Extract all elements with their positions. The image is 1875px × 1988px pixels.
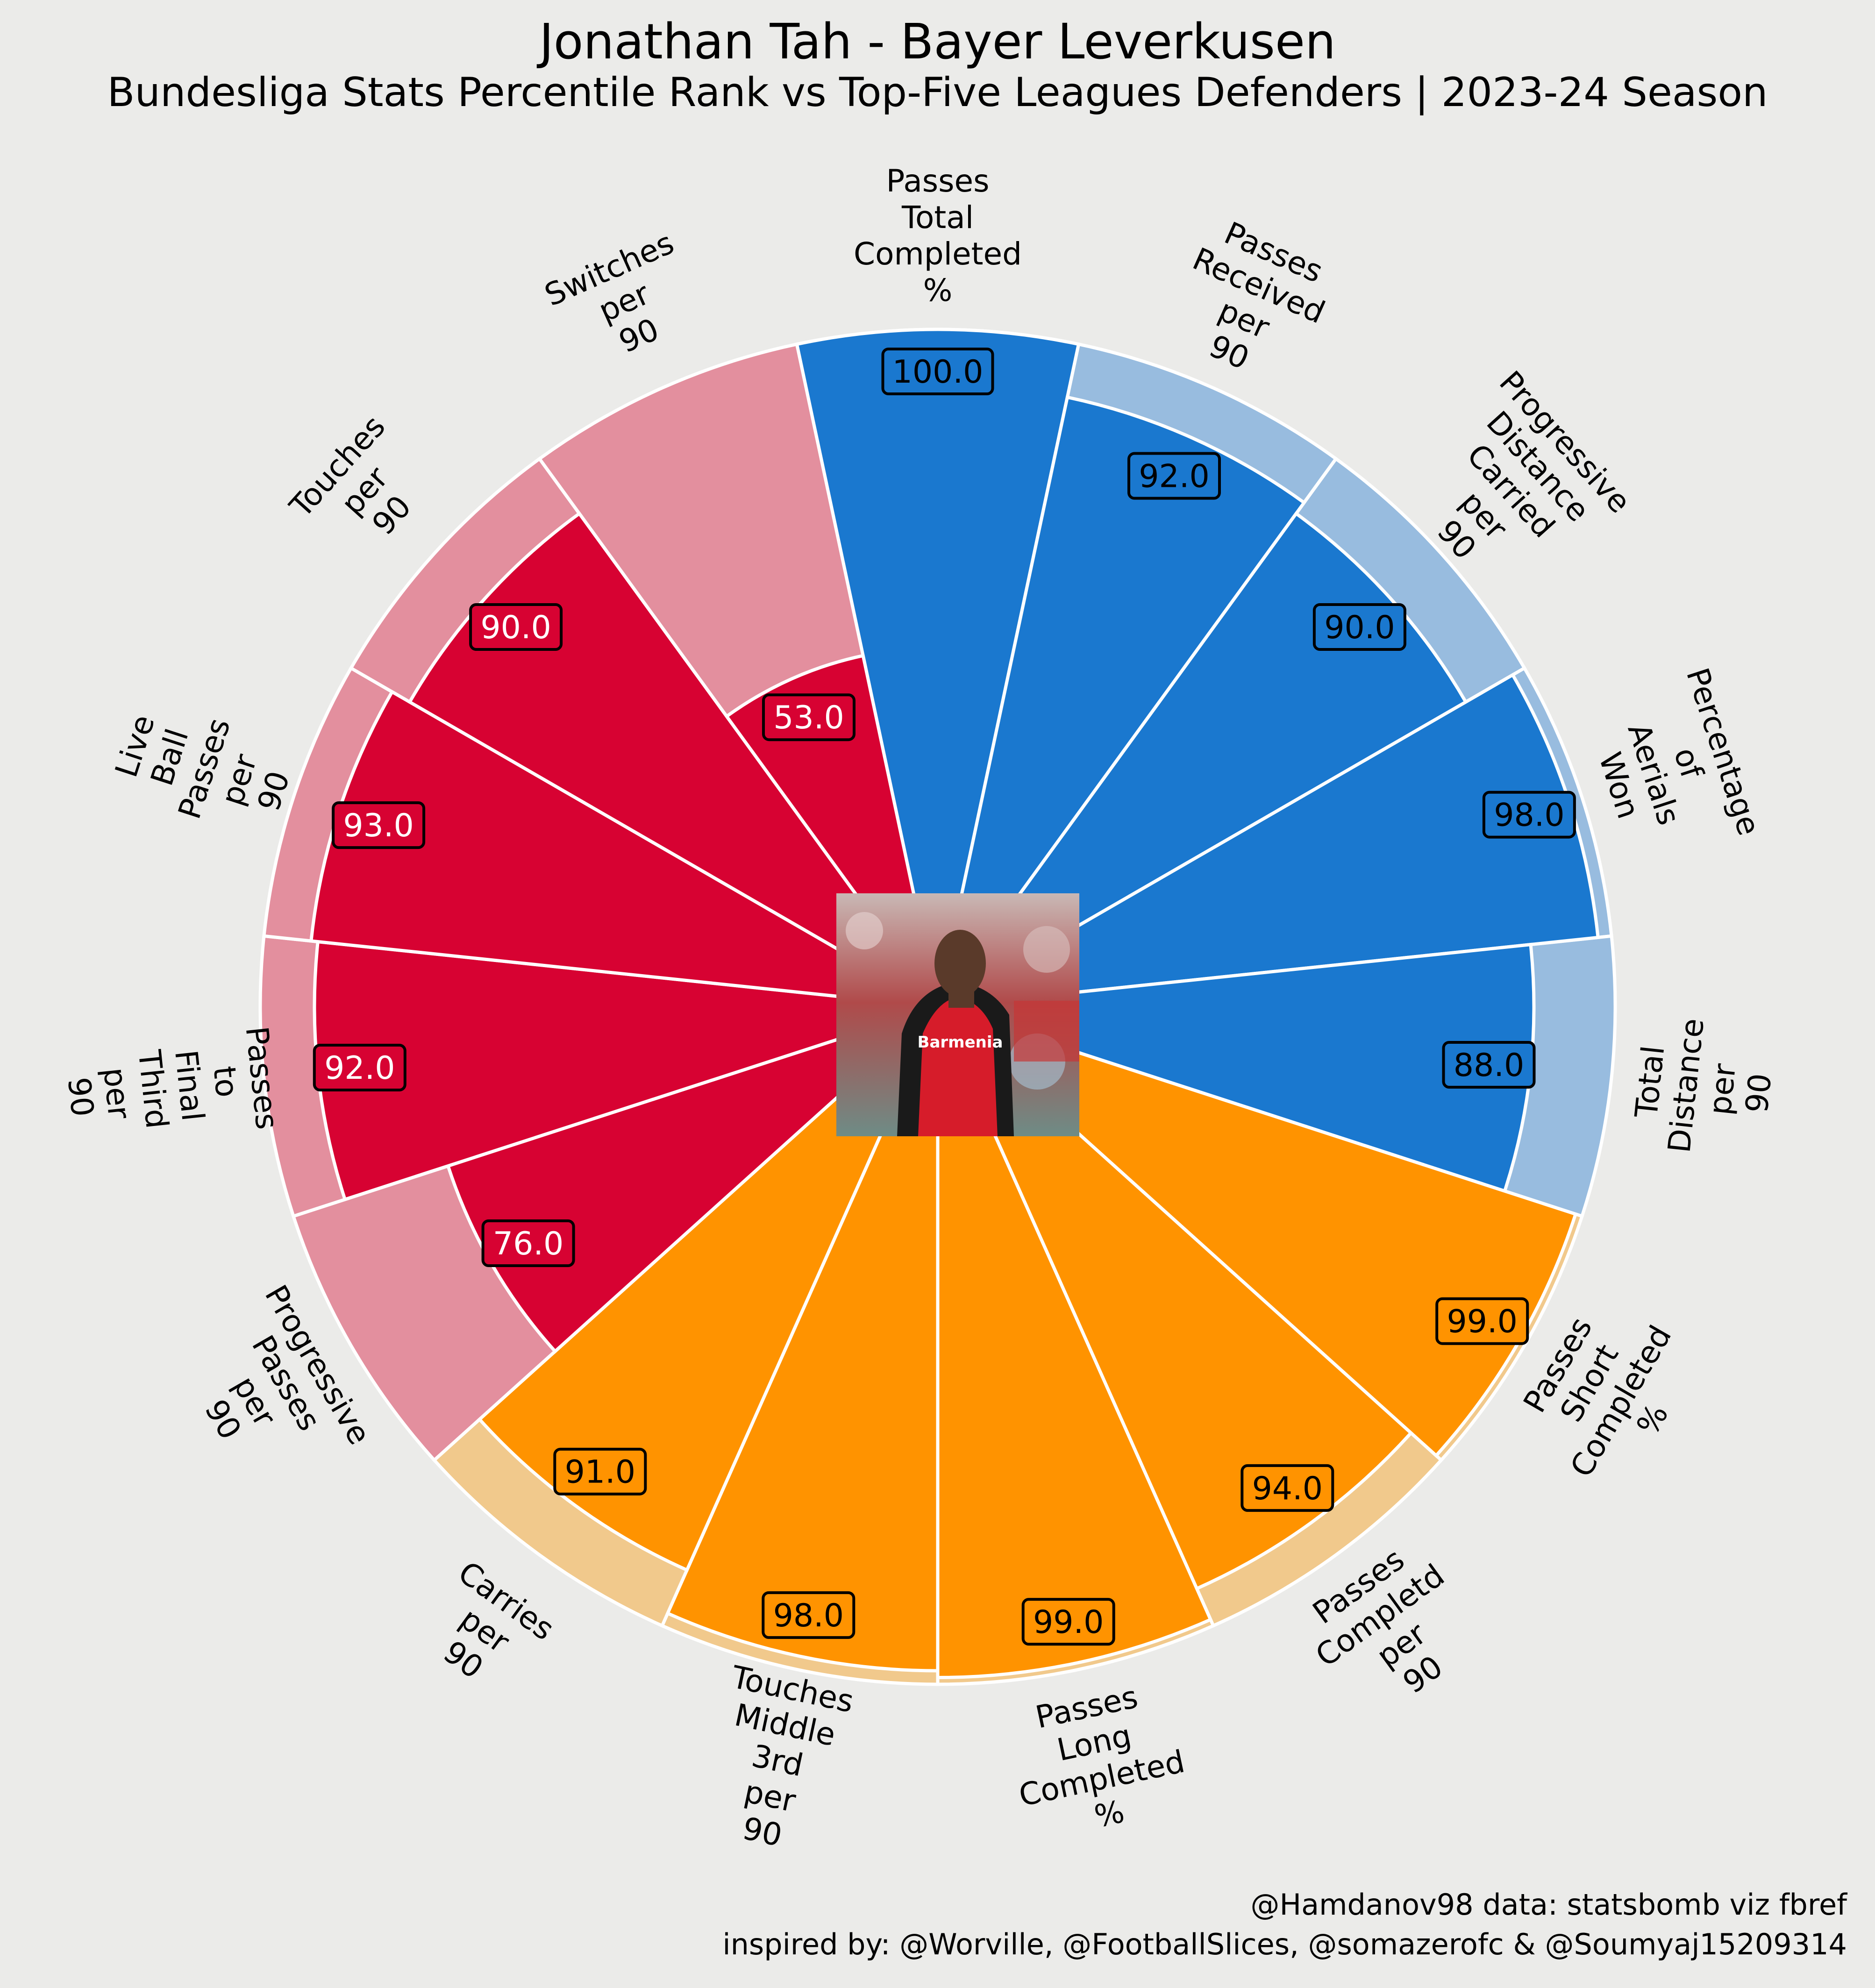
category-label-3: PercentageofAerialsWon — [1575, 663, 1767, 873]
svg-text:88.0: 88.0 — [1454, 1047, 1524, 1084]
slice-value-8 — [665, 1006, 940, 1673]
slice-value-6 — [936, 1005, 1413, 1591]
chart-title: Jonathan Tah - Bayer Leverkusen — [539, 13, 1336, 70]
category-label-1: PassesReceivedper90 — [1158, 207, 1345, 397]
category-label-11: PassestoFinalThirdper90 — [57, 1025, 285, 1150]
svg-text:91.0: 91.0 — [565, 1454, 635, 1491]
svg-text:90.0: 90.0 — [480, 609, 551, 646]
value-label-2: 90.0 — [1312, 603, 1406, 651]
value-labels: 100.0 92.0 90.0 98.0 88.0 99.0 94.0 99.0 98.0 91.… — [313, 348, 1576, 1646]
value-label-11: 92.0 — [313, 1044, 406, 1091]
category-label-9: Carriesper90 — [409, 1554, 561, 1706]
value-label-7: 99.0 — [1021, 1598, 1115, 1646]
slice-value-9 — [477, 1005, 940, 1573]
svg-text:99.0: 99.0 — [1033, 1604, 1104, 1641]
category-label-0: Passes Total Completed% — [854, 163, 1022, 308]
value-label-3: 98.0 — [1482, 791, 1576, 839]
slice-value-7 — [936, 1006, 1213, 1680]
category-label-4: TotalDistanceper90 — [1625, 1013, 1783, 1162]
svg-text:100.0: 100.0 — [892, 354, 984, 391]
category-label-13: Touchesper90 — [283, 408, 447, 573]
value-label-13: 90.0 — [469, 603, 563, 651]
category-label-8: TouchesMiddle3rdper90 — [698, 1659, 856, 1862]
svg-text:94.0: 94.0 — [1252, 1470, 1323, 1507]
svg-text:53.0: 53.0 — [773, 699, 844, 736]
value-label-1: 92.0 — [1127, 452, 1221, 500]
category-label-12: LiveBallPassesper90 — [102, 691, 307, 846]
value-label-6: 94.0 — [1240, 1464, 1334, 1512]
svg-text:92.0: 92.0 — [1139, 458, 1209, 495]
value-label-9: 91.0 — [553, 1447, 647, 1496]
value-label-12: 93.0 — [332, 801, 426, 849]
value-label-14: 53.0 — [762, 693, 856, 741]
svg-text:98.0: 98.0 — [1494, 797, 1564, 834]
category-label-7: PassesLongCompleted% — [1001, 1672, 1196, 1849]
credit-line-1: @Hamdanov98 data: statsbomb viz fbref — [1250, 1888, 1847, 1922]
credit-line-2: inspired by: @Worville, @FootballSlices,… — [722, 1927, 1847, 1961]
svg-text:98.0: 98.0 — [773, 1597, 844, 1634]
value-label-8: 98.0 — [762, 1591, 856, 1639]
value-label-10: 76.0 — [481, 1219, 575, 1267]
slice-value-1 — [936, 395, 1306, 1008]
value-label-0: 100.0 — [881, 348, 994, 395]
svg-text:99.0: 99.0 — [1447, 1304, 1517, 1340]
slice-value-0 — [795, 328, 1081, 1007]
value-label-5: 99.0 — [1435, 1297, 1529, 1345]
chart-subtitle: Bundesliga Stats Percentile Rank vs Top-… — [107, 69, 1768, 116]
svg-text:92.0: 92.0 — [324, 1050, 395, 1087]
value-label-4: 88.0 — [1442, 1041, 1536, 1089]
category-label-14: Switchesper90 — [539, 225, 709, 380]
svg-text:93.0: 93.0 — [343, 807, 413, 844]
player-photo: Barmenia — [836, 893, 1079, 1136]
svg-text:76.0: 76.0 — [493, 1226, 563, 1262]
svg-text:90.0: 90.0 — [1324, 609, 1395, 646]
photo-shirt-text: Barmenia — [918, 1033, 1003, 1052]
